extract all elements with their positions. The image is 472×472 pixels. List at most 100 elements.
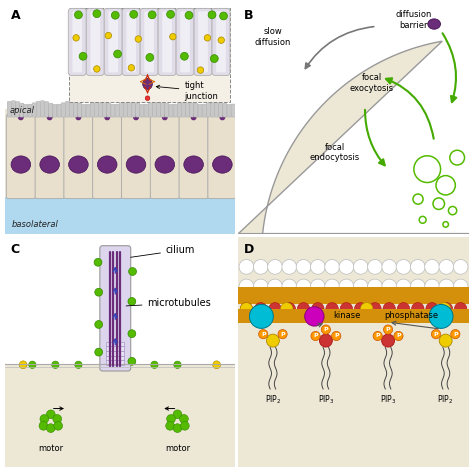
Circle shape [185,11,193,19]
Circle shape [76,114,82,120]
Circle shape [268,279,282,294]
FancyBboxPatch shape [136,103,140,117]
Circle shape [339,279,354,294]
Text: apical: apical [9,106,34,115]
FancyBboxPatch shape [215,101,219,117]
Circle shape [128,330,136,337]
FancyBboxPatch shape [123,101,127,117]
FancyBboxPatch shape [6,114,35,199]
FancyBboxPatch shape [28,104,32,117]
FancyBboxPatch shape [5,197,235,234]
FancyBboxPatch shape [65,101,69,117]
Text: C: C [10,243,20,256]
Circle shape [369,303,381,315]
Text: diffusion
barrier: diffusion barrier [395,10,431,30]
Circle shape [397,303,410,315]
FancyBboxPatch shape [231,104,235,117]
Circle shape [325,260,339,274]
Circle shape [411,279,425,294]
Circle shape [213,361,220,369]
Ellipse shape [212,156,232,173]
FancyBboxPatch shape [44,101,49,117]
Text: tight
junction: tight junction [156,81,218,101]
FancyBboxPatch shape [216,11,226,72]
FancyBboxPatch shape [158,8,176,76]
Circle shape [240,303,253,315]
Circle shape [296,279,311,294]
FancyBboxPatch shape [93,114,122,199]
Circle shape [174,361,181,369]
FancyBboxPatch shape [148,103,152,117]
Circle shape [278,329,287,339]
Circle shape [354,303,367,315]
Circle shape [94,258,102,266]
Text: P: P [396,334,401,338]
Text: slow
diffusion: slow diffusion [255,27,291,47]
Circle shape [19,361,27,369]
FancyBboxPatch shape [144,104,148,117]
Text: cilium: cilium [131,245,195,257]
FancyBboxPatch shape [180,11,190,72]
Circle shape [146,53,154,61]
FancyBboxPatch shape [41,101,44,117]
FancyBboxPatch shape [212,8,230,76]
FancyBboxPatch shape [68,8,86,76]
FancyBboxPatch shape [36,101,41,117]
Ellipse shape [40,156,59,173]
Circle shape [218,37,225,43]
Polygon shape [238,41,469,234]
Circle shape [429,304,453,329]
Circle shape [339,260,354,274]
Circle shape [75,361,82,369]
FancyBboxPatch shape [107,103,111,117]
Circle shape [39,421,48,430]
Text: basolateral: basolateral [12,220,59,229]
FancyBboxPatch shape [194,103,198,117]
Circle shape [325,279,339,294]
Circle shape [173,410,182,419]
Circle shape [95,320,102,329]
FancyBboxPatch shape [126,11,136,72]
Circle shape [128,297,136,305]
Circle shape [396,260,411,274]
Circle shape [453,279,468,294]
FancyBboxPatch shape [185,101,190,117]
Circle shape [455,303,467,315]
Circle shape [373,331,382,341]
Text: P: P [324,327,328,332]
Text: PIP$_2$: PIP$_2$ [265,394,281,406]
FancyBboxPatch shape [106,342,125,346]
FancyBboxPatch shape [57,104,61,117]
FancyBboxPatch shape [121,114,151,199]
Circle shape [268,260,282,274]
Text: phosphatase: phosphatase [384,311,438,320]
Circle shape [128,357,136,365]
Circle shape [111,11,119,19]
Circle shape [253,279,268,294]
FancyBboxPatch shape [160,101,165,117]
Circle shape [239,279,254,294]
Text: D: D [244,243,254,256]
FancyBboxPatch shape [16,101,20,117]
Circle shape [169,34,176,40]
Text: P: P [261,332,266,337]
Circle shape [73,34,79,41]
Circle shape [354,260,368,274]
Text: focal
exocytosis: focal exocytosis [350,74,394,93]
FancyBboxPatch shape [69,101,74,117]
Circle shape [104,114,110,120]
Circle shape [453,260,468,274]
Circle shape [282,279,296,294]
Circle shape [79,52,87,60]
Text: P: P [375,334,380,338]
Circle shape [320,334,332,347]
FancyBboxPatch shape [132,101,136,117]
FancyBboxPatch shape [157,101,160,117]
Circle shape [105,32,111,39]
Circle shape [208,11,216,19]
Circle shape [311,331,320,341]
Circle shape [439,334,452,347]
FancyBboxPatch shape [86,104,90,117]
Text: motor: motor [38,444,63,453]
Circle shape [148,11,156,19]
